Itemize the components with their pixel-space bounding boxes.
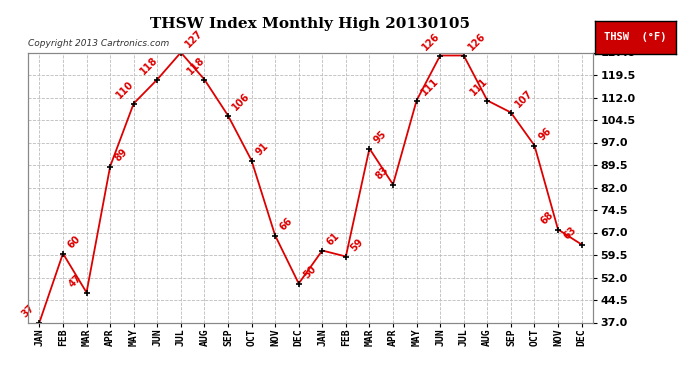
- Text: 50: 50: [302, 264, 318, 281]
- Text: 59: 59: [348, 237, 365, 254]
- Text: THSW  (°F): THSW (°F): [604, 33, 667, 42]
- Text: 63: 63: [562, 225, 579, 242]
- Text: 107: 107: [513, 88, 535, 110]
- Text: 95: 95: [372, 129, 389, 146]
- Text: THSW Index Monthly High 20130105: THSW Index Monthly High 20130105: [150, 17, 471, 31]
- Text: 126: 126: [421, 32, 442, 53]
- Text: 37: 37: [20, 303, 37, 320]
- Text: 83: 83: [373, 165, 391, 182]
- Text: 126: 126: [466, 32, 488, 53]
- Text: 89: 89: [113, 147, 130, 164]
- Text: 66: 66: [278, 216, 295, 233]
- Text: Copyright 2013 Cartronics.com: Copyright 2013 Cartronics.com: [28, 39, 169, 48]
- Text: 96: 96: [538, 126, 554, 143]
- Text: 118: 118: [138, 55, 159, 77]
- Text: 68: 68: [539, 210, 555, 227]
- Text: 61: 61: [325, 231, 342, 248]
- Text: 47: 47: [67, 273, 83, 290]
- Text: 91: 91: [255, 141, 271, 158]
- Text: 127: 127: [184, 28, 205, 50]
- Text: 110: 110: [115, 80, 136, 101]
- Text: 111: 111: [420, 76, 441, 98]
- Text: 106: 106: [230, 92, 252, 113]
- Text: 118: 118: [185, 55, 206, 77]
- Text: 111: 111: [468, 76, 489, 98]
- Text: 60: 60: [66, 234, 82, 251]
